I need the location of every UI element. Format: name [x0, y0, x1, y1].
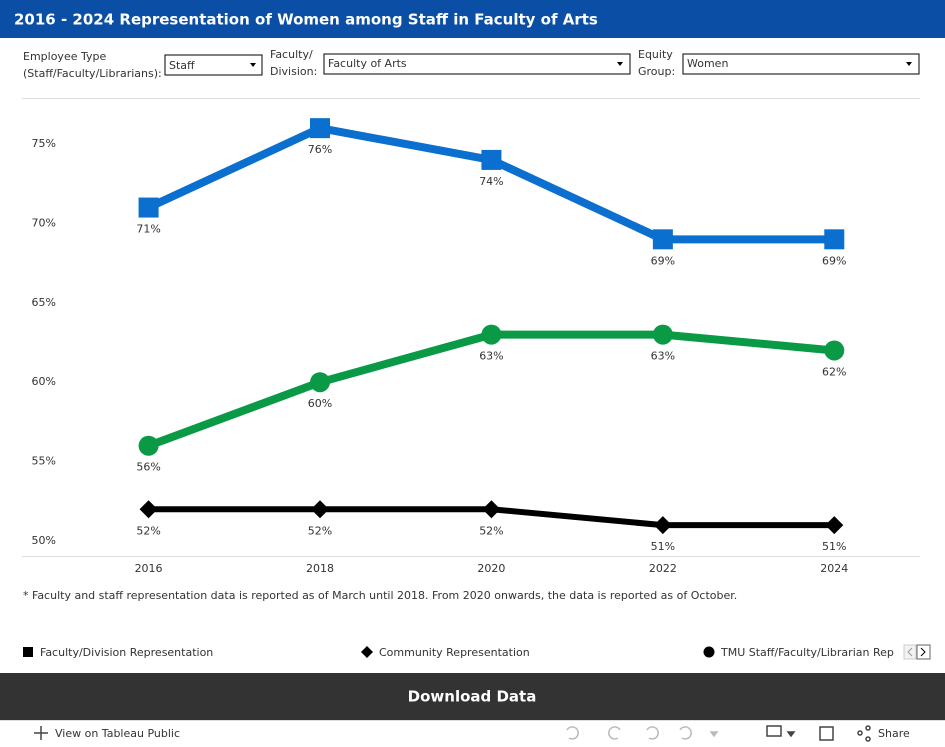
data-label: 52%: [479, 524, 503, 537]
marker: [138, 435, 159, 456]
scroll-left-icon: [907, 647, 913, 657]
view-on-tableau[interactable]: View on Tableau Public: [55, 727, 180, 740]
y-tick-label: 60%: [32, 375, 56, 388]
x-tick-label: 2022: [649, 562, 677, 575]
dropdown-box[interactable]: [682, 53, 920, 75]
data-label: 52%: [308, 524, 332, 537]
y-tick-label: 55%: [32, 455, 56, 468]
revert-icon[interactable]: [646, 726, 659, 740]
marker: [310, 372, 330, 393]
title: 2016 - 2024 Representation of Women amon…: [14, 11, 598, 29]
data-label: 71%: [136, 223, 160, 236]
marker: [310, 118, 330, 139]
share-icon[interactable]: [857, 730, 863, 736]
legend-marker: [361, 646, 373, 658]
y-tick-label: 50%: [32, 534, 56, 547]
legend-scroll[interactable]: [903, 644, 931, 660]
dropdown-arrow[interactable]: [250, 63, 256, 67]
marker: [652, 229, 673, 250]
toolbar-icons: [566, 726, 719, 740]
data-label: 63%: [651, 350, 675, 363]
data-label: 63%: [479, 350, 503, 363]
marker: [824, 340, 845, 361]
dropdown-value[interactable]: Women: [687, 57, 728, 70]
legend-marker: [23, 647, 33, 657]
legend-label: Community Representation: [379, 646, 530, 659]
marker: [481, 149, 502, 170]
download-icon[interactable]: [766, 725, 782, 737]
redo-icon[interactable]: [608, 726, 621, 740]
legend-marker: [703, 646, 715, 658]
share[interactable]: Share: [878, 727, 910, 740]
dropdown-value[interactable]: Staff: [169, 59, 195, 72]
y-tick-label: 75%: [32, 137, 56, 150]
filter-label: Equity: [638, 48, 673, 61]
dropdown-box[interactable]: [164, 54, 263, 76]
data-label: 69%: [822, 254, 846, 267]
download-arrow[interactable]: [786, 731, 796, 738]
filter-label: Employee Type: [23, 50, 106, 63]
marker: [482, 500, 501, 519]
share-icon[interactable]: [865, 725, 871, 731]
dropdown[interactable]: Faculty of Arts: [323, 53, 631, 75]
scroll-left[interactable]: [903, 644, 917, 660]
data-label: 62%: [822, 365, 846, 378]
data-label: 69%: [651, 254, 675, 267]
filter-label: (Staff/Faculty/Librarians):: [23, 67, 162, 80]
marker: [311, 500, 329, 519]
dropdown[interactable]: Staff: [164, 54, 263, 76]
download-button[interactable]: Download Data: [408, 688, 537, 706]
data-label: 51%: [651, 540, 675, 553]
dropdown-box[interactable]: [323, 53, 631, 75]
toolbar-icons-active: [766, 725, 871, 742]
y-tick-label: 70%: [32, 216, 56, 229]
marker: [653, 516, 672, 535]
marker: [481, 324, 502, 345]
marker: [652, 324, 673, 345]
data-label: 56%: [136, 461, 160, 474]
legend-label: Faculty/Division Representation: [40, 646, 213, 659]
filter-label: Faculty/: [270, 48, 313, 61]
filter-label: Group:: [638, 65, 675, 78]
x-tick-label: 2016: [135, 562, 163, 575]
pause-icon[interactable]: [709, 731, 719, 738]
scroll-right[interactable]: [916, 644, 931, 660]
marker: [824, 229, 845, 250]
title-bar: [0, 0, 945, 38]
toolbar: [0, 720, 945, 747]
data-label: 60%: [308, 397, 332, 410]
filter-label: Division:: [270, 65, 317, 78]
x-tick-label: 2024: [820, 562, 848, 575]
footnote: * Faculty and staff representation data …: [23, 589, 737, 602]
marker: [139, 500, 158, 519]
download-bar[interactable]: [0, 673, 945, 720]
data-label: 76%: [308, 143, 332, 156]
dropdown[interactable]: Women: [682, 53, 920, 75]
dropdown-value[interactable]: Faculty of Arts: [328, 57, 407, 70]
share-icon[interactable]: [865, 736, 871, 742]
refresh-icon[interactable]: [679, 726, 692, 740]
y-tick-label: 65%: [32, 296, 56, 309]
marker: [138, 197, 159, 218]
legend-label: TMU Staff/Faculty/Librarian Rep: [720, 646, 894, 659]
undo-icon[interactable]: [566, 726, 579, 740]
scroll-right-icon: [920, 647, 926, 657]
data-label: 74%: [479, 175, 503, 188]
data-label: 52%: [136, 524, 160, 537]
fullscreen-icon[interactable]: [819, 726, 834, 741]
marker: [825, 516, 844, 535]
dropdown-arrow[interactable]: [617, 62, 623, 66]
dropdown-arrow[interactable]: [906, 62, 912, 66]
x-tick-label: 2020: [477, 562, 505, 575]
tableau-icon[interactable]: [34, 726, 48, 740]
x-tick-label: 2018: [306, 562, 334, 575]
data-label: 51%: [822, 540, 846, 553]
